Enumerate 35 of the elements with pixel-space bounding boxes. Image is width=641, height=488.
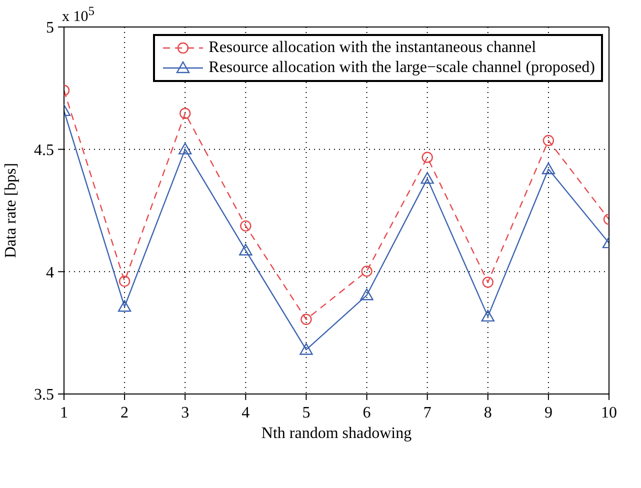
x-tick-label: 8 bbox=[484, 404, 492, 422]
y-tick-label: 5 bbox=[46, 20, 54, 37]
x-tick-label: 2 bbox=[120, 404, 129, 422]
y-tick-label: 3.5 bbox=[34, 386, 54, 404]
x-tick-label: 3 bbox=[181, 404, 190, 422]
y-axis-title: Data rate [bps] bbox=[2, 162, 20, 258]
point bbox=[482, 276, 494, 288]
point bbox=[240, 220, 252, 232]
x-tick-label: 7 bbox=[423, 404, 432, 422]
x-tick-label: 4 bbox=[242, 404, 250, 422]
point bbox=[422, 152, 433, 164]
point bbox=[300, 343, 313, 355]
point bbox=[178, 142, 192, 154]
x-tick-label: 1 bbox=[60, 404, 68, 422]
point bbox=[542, 162, 556, 174]
point bbox=[361, 266, 372, 277]
x-tick-label: 5 bbox=[302, 404, 310, 422]
x-tick-label: 10 bbox=[601, 404, 617, 422]
legend-label: Resource allocation with the instantaneous channel bbox=[208, 39, 536, 57]
x-axis-title: Nth random shadowing bbox=[261, 425, 412, 442]
x-tick-label: 9 bbox=[544, 404, 552, 422]
point bbox=[481, 310, 494, 322]
text: x 10$^{5}$ bbox=[62, 4, 94, 26]
point bbox=[118, 276, 130, 287]
point bbox=[360, 288, 374, 300]
point bbox=[300, 314, 312, 325]
y-tick-label: 4.5 bbox=[34, 142, 54, 160]
legend-label: Resource allocation with the large−scale channel (proposed) bbox=[208, 59, 595, 77]
point bbox=[118, 300, 132, 312]
point bbox=[239, 244, 252, 256]
point bbox=[542, 134, 554, 146]
point bbox=[420, 172, 434, 184]
x-tick-label: 6 bbox=[362, 404, 371, 422]
y-tick-label: 4 bbox=[46, 264, 54, 282]
point bbox=[180, 108, 191, 119]
